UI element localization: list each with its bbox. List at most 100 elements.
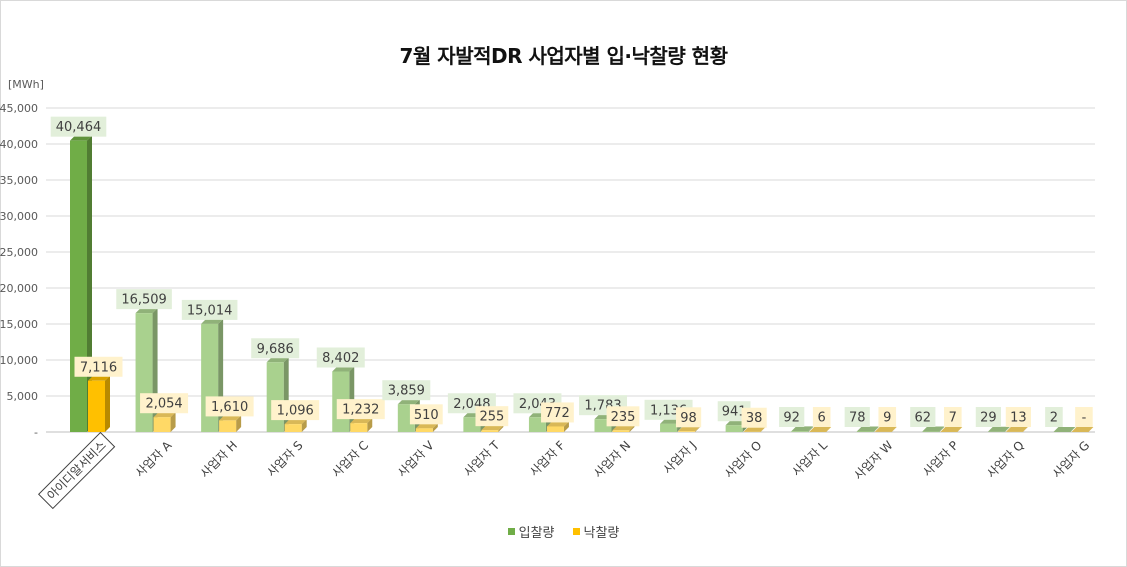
x-category-label: 사업자 T bbox=[461, 438, 503, 480]
bid-bar-top bbox=[135, 308, 158, 314]
y-tick-label: - bbox=[34, 426, 38, 439]
award-data-label-bg bbox=[878, 407, 897, 427]
bid-bar-side bbox=[1004, 426, 1010, 432]
x-category-label-group: 사업자 H bbox=[198, 438, 240, 480]
y-tick-label: 30,000 bbox=[0, 210, 38, 223]
award-bar bbox=[350, 423, 368, 432]
award-bar-side bbox=[432, 423, 438, 432]
x-category-label-group: 사업자 F bbox=[527, 438, 568, 479]
award-data-label: 6 bbox=[818, 411, 826, 426]
award-bar-top bbox=[809, 426, 832, 432]
x-category-label-group: 사업자 P bbox=[920, 438, 961, 479]
award-data-label-bg bbox=[336, 399, 385, 420]
bid-bar-side bbox=[283, 357, 289, 432]
legend-swatch-bid bbox=[507, 528, 515, 535]
award-bar bbox=[88, 380, 105, 432]
bid-data-label-bg bbox=[181, 299, 238, 320]
y-tick-label: 20,000 bbox=[0, 282, 38, 295]
x-category-label: 사업자 G bbox=[1050, 438, 1093, 481]
x-category-label-group: 사업자 Q bbox=[984, 438, 1027, 481]
bid-bar-top bbox=[1053, 426, 1076, 432]
award-data-label: 13 bbox=[1010, 411, 1027, 426]
award-data-label: 9 bbox=[883, 411, 891, 426]
bid-bar bbox=[266, 362, 284, 432]
x-category-label: 사업자 W bbox=[851, 438, 896, 483]
x-category-label: 사업자 L bbox=[789, 438, 830, 479]
x-category-label: 사업자 O bbox=[722, 438, 765, 481]
award-data-label-bg bbox=[606, 406, 640, 427]
award-bar bbox=[415, 428, 433, 432]
bid-bar-side bbox=[808, 426, 814, 432]
award-bar-side bbox=[563, 421, 569, 432]
award-data-label: 772 bbox=[545, 406, 570, 421]
award-data-label: 1,610 bbox=[211, 400, 248, 415]
x-category-label-group: 사업자 L bbox=[789, 438, 830, 479]
bid-bar bbox=[135, 313, 153, 432]
award-data-label: 38 bbox=[746, 411, 763, 426]
bid-data-label-bg bbox=[910, 407, 936, 427]
award-data-label-bg bbox=[205, 396, 254, 417]
x-category-label: 사업자 J bbox=[660, 438, 699, 477]
x-category-label-group: 사업자 N bbox=[591, 438, 633, 480]
bid-data-label: 9,686 bbox=[257, 342, 294, 357]
award-bar-top bbox=[350, 418, 373, 424]
bid-data-label: 92 bbox=[783, 411, 800, 426]
y-tick-label: 15,000 bbox=[0, 318, 38, 331]
x-category-label: 사업자 S bbox=[264, 438, 305, 479]
award-bar-top bbox=[1005, 426, 1028, 432]
bid-data-label: 16,509 bbox=[121, 293, 167, 308]
bid-data-label: 8,402 bbox=[322, 351, 359, 366]
x-category-label-group: 사업자 G bbox=[1050, 438, 1093, 481]
x-category-label: 아이디알서비스 bbox=[44, 438, 109, 503]
award-data-label: 1,232 bbox=[342, 403, 379, 418]
x-category-label-group: 사업자 S bbox=[264, 438, 305, 479]
bid-data-label-bg bbox=[779, 407, 805, 427]
award-bar-top bbox=[88, 375, 110, 381]
bid-bar-side bbox=[939, 426, 945, 432]
x-category-label-group: 사업자 V bbox=[395, 438, 437, 480]
award-data-label-bg bbox=[1075, 407, 1093, 427]
award-bar-top bbox=[546, 421, 569, 427]
bid-data-label: 62 bbox=[915, 411, 932, 426]
bid-data-label-bg bbox=[316, 347, 365, 368]
award-data-label-bg bbox=[1005, 407, 1031, 427]
x-category-label: 사업자 N bbox=[591, 438, 633, 480]
award-bar-top bbox=[415, 423, 438, 429]
award-bar-side bbox=[105, 375, 110, 432]
award-bar-side bbox=[760, 426, 766, 432]
award-data-label-bg bbox=[741, 407, 767, 428]
award-bar bbox=[481, 430, 499, 432]
award-data-label-bg bbox=[271, 400, 320, 421]
award-data-label-bg bbox=[541, 402, 574, 423]
award-data-label: 7 bbox=[949, 411, 957, 426]
legend-swatch-award bbox=[572, 528, 580, 535]
award-bar-side bbox=[367, 418, 373, 432]
x-category-label: 사업자 F bbox=[527, 438, 568, 479]
bid-data-label-bg bbox=[116, 289, 172, 310]
bid-data-label: 941 bbox=[722, 405, 747, 420]
legend-label-award: 낙찰량 bbox=[583, 526, 620, 541]
x-category-label-group: 아이디알서비스 bbox=[37, 431, 116, 510]
x-category-label-group: 사업자 C bbox=[329, 438, 371, 480]
award-data-label-bg bbox=[140, 393, 189, 414]
award-bar-side bbox=[1022, 426, 1028, 432]
bid-bar-top bbox=[266, 357, 289, 363]
award-data-label-bg bbox=[944, 407, 962, 427]
award-bar-side bbox=[957, 426, 963, 432]
award-data-label: 235 bbox=[611, 410, 636, 425]
x-category-label: 사업자 C bbox=[329, 438, 371, 480]
bid-data-label-bg bbox=[50, 116, 107, 137]
x-category-label: 사업자 A bbox=[133, 438, 175, 480]
award-bar-top bbox=[1071, 427, 1094, 432]
award-data-label-bg bbox=[409, 404, 443, 425]
award-data-label: 2,054 bbox=[145, 397, 182, 412]
award-bar-top bbox=[153, 412, 176, 418]
legend-item-bid: 입찰량 bbox=[507, 522, 555, 541]
award-bar-top bbox=[940, 426, 963, 432]
award-bar-side bbox=[629, 425, 635, 432]
x-category-label: 사업자 P bbox=[920, 438, 961, 479]
legend-label-bid: 입찰량 bbox=[518, 526, 555, 541]
award-bar-side bbox=[498, 425, 504, 432]
award-data-label: 98 bbox=[680, 411, 697, 426]
